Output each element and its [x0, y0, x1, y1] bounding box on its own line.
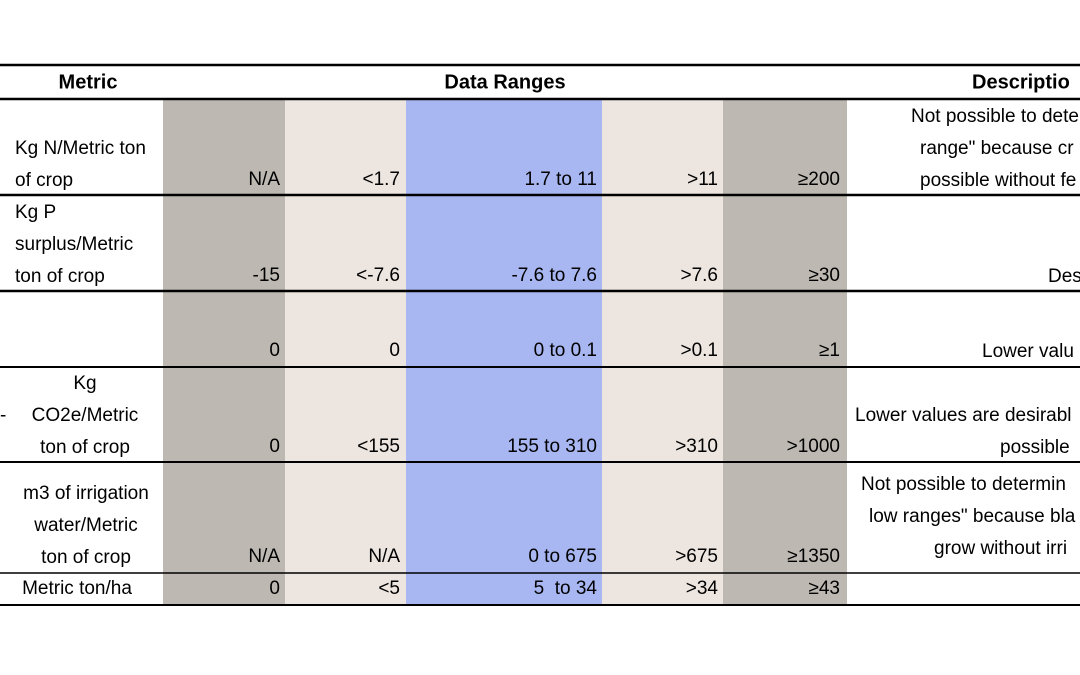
range-cell: N/A — [248, 546, 280, 567]
description-text: possible without fe — [920, 170, 1076, 191]
range-cell: >0.1 — [680, 340, 718, 361]
range-cell: N/A — [248, 169, 280, 190]
row-marker: - — [0, 405, 6, 426]
metric-label: Kg — [73, 373, 96, 394]
metric-label: ton of crop — [40, 437, 130, 458]
metric-label: ton of crop — [41, 547, 131, 568]
range-cell: -7.6 to 7.6 — [511, 265, 597, 286]
description-text: Lower valu — [982, 341, 1074, 362]
range-cell: 0 — [389, 340, 400, 361]
range-cell: ≥30 — [808, 265, 840, 286]
range-cell: >34 — [686, 578, 719, 599]
range-cell: >675 — [675, 546, 718, 567]
row-lines — [0, 63, 1080, 606]
header-cell: Descriptio — [972, 71, 1070, 93]
blue-column — [406, 99, 602, 605]
metric-label: m3 of irrigation — [23, 483, 149, 504]
range-cell: -15 — [253, 265, 280, 286]
range-cell: <5 — [378, 578, 400, 599]
range-cell: <155 — [357, 436, 400, 457]
range-cell: >11 — [687, 169, 718, 190]
range-cell: <1.7 — [362, 169, 400, 190]
description-text: Not possible to dete — [911, 106, 1079, 127]
gray-column — [723, 99, 847, 605]
range-cell: 0 — [269, 436, 280, 457]
metric-label: of crop — [15, 170, 73, 191]
header-cell: Data Ranges — [444, 71, 565, 93]
metric-label: water/Metric — [33, 515, 137, 536]
description-text: low ranges" because bla — [869, 506, 1076, 527]
range-cell: 0 to 675 — [528, 546, 597, 567]
metric-label: CO2e/Metric — [32, 405, 139, 426]
range-cell: >7.6 — [680, 265, 718, 286]
header-cell: Metric — [59, 71, 118, 93]
description-text: Des — [1048, 266, 1080, 287]
description-text: range" because cr — [920, 138, 1074, 159]
description-text: possible — [1000, 437, 1070, 458]
range-cell: 155 to 310 — [507, 436, 597, 457]
range-cell: 5 to 34 — [534, 578, 598, 599]
range-cell: 0 to 0.1 — [534, 340, 597, 361]
range-cell: ≥1 — [819, 340, 840, 361]
light-column — [285, 99, 406, 605]
range-cell: 0 — [269, 340, 280, 361]
range-cell: 0 — [269, 578, 280, 599]
metric-label: ton of crop — [15, 266, 105, 287]
range-cell: >310 — [675, 436, 718, 457]
metric-label: Metric ton/ha — [22, 578, 132, 599]
metric-label: Kg P — [15, 202, 56, 223]
range-cell: ≥43 — [808, 578, 840, 599]
gray-column — [163, 99, 285, 605]
column-backgrounds — [163, 99, 847, 605]
range-cell: ≥200 — [798, 169, 840, 190]
metric-label: surplus/Metric — [15, 234, 133, 255]
light-column — [602, 99, 723, 605]
metric-label: Kg N/Metric ton — [15, 138, 146, 159]
range-cell: >1000 — [787, 436, 840, 457]
description-text: Lower values are desirabl — [855, 405, 1072, 426]
range-cell: N/A — [368, 546, 400, 567]
description-text: grow without irri — [934, 538, 1067, 559]
range-cell: <-7.6 — [356, 265, 400, 286]
range-cell: 1.7 to 11 — [524, 169, 597, 190]
range-cell: ≥1350 — [787, 546, 840, 567]
description-text: Not possible to determin — [861, 474, 1066, 495]
